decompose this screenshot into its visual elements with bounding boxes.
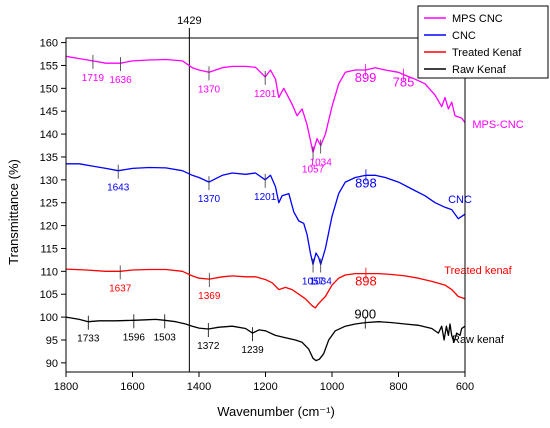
- y-tick-label: 110: [40, 266, 58, 278]
- y-tick-label: 145: [40, 106, 58, 118]
- peak-label: 1637: [109, 283, 132, 294]
- peak-label: 900: [354, 307, 376, 322]
- axis-layer: 1800 1600 1400 1200 1000 800 600 90 95 100 105 110 1…: [40, 37, 474, 393]
- peak-label: 1719: [82, 73, 105, 84]
- legend: MPS CNC CNC Treated Kenaf Raw Kenaf: [417, 5, 549, 79]
- x-tick-label: 1400: [187, 381, 211, 393]
- x-tick-label: 1800: [54, 381, 78, 393]
- y-tick-label: 115: [40, 243, 58, 255]
- legend-label: Treated Kenaf: [452, 47, 522, 59]
- peak-label: 1239: [241, 345, 264, 356]
- peak-label: 1643: [107, 183, 130, 194]
- peak-label: 1636: [109, 75, 132, 86]
- peak-label: 1369: [198, 291, 221, 302]
- y-tick-label: 105: [40, 289, 58, 301]
- x-tick-label: 600: [456, 381, 474, 393]
- peak-label: 1057: [302, 164, 325, 175]
- legend-label: MPS CNC: [452, 13, 503, 25]
- peak-label: 1503: [154, 332, 177, 343]
- plot-area: 1429: [177, 15, 202, 372]
- peak-label: 1057: [302, 276, 325, 287]
- y-tick-label: 130: [40, 175, 58, 187]
- reference-line-label: 1429: [177, 15, 201, 27]
- series-line-treated-kenaf: [65, 268, 466, 309]
- peak-label: 1370: [198, 194, 221, 205]
- x-tick-label: 1200: [253, 381, 277, 393]
- y-tick-label: 90: [46, 358, 58, 370]
- y-axis-title: Transmittance (%): [6, 159, 21, 265]
- series-layer: [65, 55, 466, 362]
- peak-label: 1201: [254, 89, 277, 100]
- x-tick-label: 1600: [120, 381, 144, 393]
- peak-label: 1201: [254, 192, 277, 203]
- peak-label: 899: [355, 70, 377, 85]
- peak-label: 785: [393, 75, 415, 90]
- y-tick-label: 140: [40, 129, 58, 141]
- curve-label: Raw kenaf: [452, 334, 505, 346]
- y-tick-label: 150: [40, 83, 58, 95]
- y-tick-label: 160: [40, 38, 58, 50]
- peak-label: 1370: [198, 84, 221, 95]
- x-axis-title: Wavenumber (cm⁻¹): [217, 404, 335, 419]
- peak-label: 1596: [123, 332, 146, 343]
- y-tick-label: 125: [40, 198, 58, 210]
- peak-label: 898: [355, 274, 377, 289]
- curve-label: MPS-CNC: [472, 119, 523, 131]
- curve-label: CNC: [448, 194, 472, 206]
- peak-label: 898: [355, 175, 377, 190]
- series-line-raw-kenaf: [65, 316, 466, 362]
- legend-label: CNC: [452, 30, 476, 42]
- y-tick-label: 155: [40, 60, 58, 72]
- series-line-mps-cnc: [65, 55, 466, 154]
- y-tick-label: 120: [40, 221, 58, 233]
- x-tick-label: 800: [389, 381, 407, 393]
- curve-label: Treated kenaf: [444, 265, 512, 277]
- y-tick-label: 135: [40, 152, 58, 164]
- peak-label: 1733: [77, 334, 100, 345]
- peak-label: 1034: [310, 276, 333, 287]
- y-tick-label: 100: [40, 312, 58, 324]
- x-tick-label: 1000: [320, 381, 344, 393]
- peak-label: 1372: [197, 341, 220, 352]
- y-tick-label: 95: [46, 335, 58, 347]
- legend-label: Raw Kenaf: [452, 64, 507, 76]
- series-line-cnc: [66, 163, 466, 266]
- peak-label: 1034: [310, 158, 333, 169]
